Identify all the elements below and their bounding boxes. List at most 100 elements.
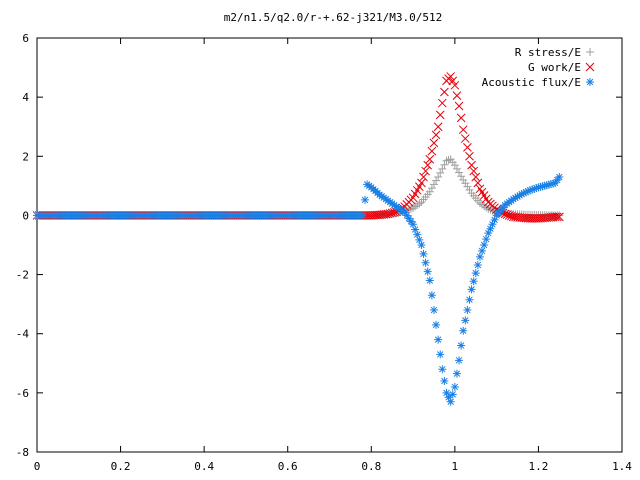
series-2 bbox=[33, 172, 564, 406]
series-2-point bbox=[523, 187, 532, 196]
series-0-point bbox=[438, 164, 447, 173]
series-2-point bbox=[425, 276, 434, 285]
series-2-point bbox=[484, 229, 493, 238]
series-1 bbox=[32, 72, 564, 223]
y-tick-label-2: 2 bbox=[22, 150, 29, 163]
series-0-point bbox=[478, 200, 487, 209]
series-2-point bbox=[536, 182, 545, 191]
series-0-point bbox=[457, 172, 466, 181]
chart-title: m2/n1.5/q2.0/r-+.62-j321/M3.0/512 bbox=[224, 11, 443, 24]
series-2-point bbox=[448, 390, 457, 399]
series-2-point bbox=[540, 181, 549, 190]
series-0-point bbox=[436, 168, 445, 177]
legend-label-0: R stress/E bbox=[515, 46, 581, 59]
series-2-point bbox=[409, 220, 418, 229]
y-tick-label-7: -8 bbox=[16, 446, 29, 459]
series-1-point bbox=[465, 151, 474, 161]
series-1-point bbox=[523, 213, 533, 223]
series-1-point bbox=[467, 160, 476, 170]
series-1-point bbox=[440, 87, 449, 97]
series-2-point bbox=[546, 180, 555, 189]
series-2-point bbox=[452, 369, 461, 378]
series-2-point bbox=[475, 252, 484, 261]
series-2-point bbox=[551, 178, 560, 187]
series-2-point bbox=[478, 246, 487, 255]
series-2-point bbox=[461, 316, 470, 325]
series-1-point bbox=[419, 172, 428, 182]
series-2-point bbox=[530, 184, 539, 193]
series-1-point bbox=[456, 113, 466, 123]
series-0-point bbox=[406, 204, 415, 213]
series-2-point bbox=[471, 269, 480, 278]
y-tick-label-6: -6 bbox=[16, 387, 29, 400]
series-0-point bbox=[465, 185, 474, 194]
x-axis-ticks: 0 0.2 0.4 0.6 0.8 1 1.2 1.4 bbox=[34, 38, 632, 473]
series-2-point bbox=[544, 180, 553, 189]
series-1-point bbox=[469, 166, 479, 176]
series-2-point bbox=[419, 249, 428, 258]
series-0-point bbox=[440, 160, 449, 169]
series-1-point bbox=[427, 146, 437, 156]
series-2-point bbox=[455, 356, 464, 365]
x-tick-label-6: 1.2 bbox=[528, 460, 548, 473]
series-1-point bbox=[550, 212, 560, 222]
series-2-point bbox=[442, 388, 451, 397]
series-1-point bbox=[452, 91, 462, 101]
series-2-point bbox=[515, 191, 524, 200]
series-2-point bbox=[459, 326, 468, 335]
series-2-point bbox=[526, 186, 535, 195]
series-1-point bbox=[473, 178, 483, 188]
series-2-point bbox=[534, 183, 543, 192]
series-2-point bbox=[423, 267, 432, 276]
series-2-point bbox=[413, 230, 422, 239]
series-2-point bbox=[446, 397, 455, 406]
series-1-point bbox=[552, 212, 562, 222]
series-0-point bbox=[461, 179, 470, 188]
series-1-point bbox=[525, 214, 535, 223]
series-1-point bbox=[437, 98, 447, 108]
series-0-point bbox=[427, 184, 436, 193]
series-2-point bbox=[482, 235, 491, 244]
series-2-point bbox=[517, 190, 526, 199]
series-1-point bbox=[460, 134, 470, 143]
series-2-point bbox=[404, 214, 413, 223]
legend-label-2: Acoustic flux/E bbox=[482, 76, 581, 89]
series-0-point bbox=[450, 161, 459, 170]
series-2-point bbox=[421, 258, 430, 267]
series-layer bbox=[32, 72, 564, 406]
series-2-point bbox=[553, 175, 562, 184]
series-2-point bbox=[415, 235, 424, 244]
series-2-point bbox=[513, 192, 522, 201]
series-2-point bbox=[538, 182, 547, 191]
series-1-point bbox=[471, 172, 481, 182]
series-0-point bbox=[415, 199, 424, 208]
series-2-point bbox=[427, 291, 436, 300]
series-2-point bbox=[417, 241, 426, 249]
series-0-point bbox=[459, 175, 468, 184]
series-1-point bbox=[417, 178, 426, 188]
plot-frame bbox=[36, 37, 623, 453]
series-0-point bbox=[452, 164, 461, 173]
y-tick-label-0: 6 bbox=[22, 32, 29, 45]
series-2-point bbox=[440, 377, 449, 386]
series-2-point bbox=[465, 295, 474, 304]
y-tick-label-5: -4 bbox=[16, 328, 30, 341]
x-tick-label-7: 1.4 bbox=[612, 460, 632, 473]
series-2-point bbox=[549, 179, 558, 188]
series-2-point bbox=[467, 285, 476, 294]
series-1-point bbox=[425, 154, 435, 164]
series-1-point bbox=[463, 143, 472, 152]
x-tick-label-4: 0.8 bbox=[361, 460, 381, 473]
series-2-point bbox=[542, 181, 551, 190]
series-2-point bbox=[490, 215, 499, 224]
x-tick-label-0: 0 bbox=[34, 460, 41, 473]
series-1-point bbox=[421, 166, 430, 176]
series-1-point bbox=[362, 211, 372, 220]
series-2-point bbox=[402, 211, 411, 220]
series-2-point bbox=[532, 184, 541, 193]
series-0-point bbox=[434, 172, 443, 181]
legend-marker-1 bbox=[585, 62, 595, 72]
series-0-point bbox=[463, 182, 472, 191]
series-1-point bbox=[423, 160, 433, 170]
series-2-point bbox=[429, 306, 438, 315]
